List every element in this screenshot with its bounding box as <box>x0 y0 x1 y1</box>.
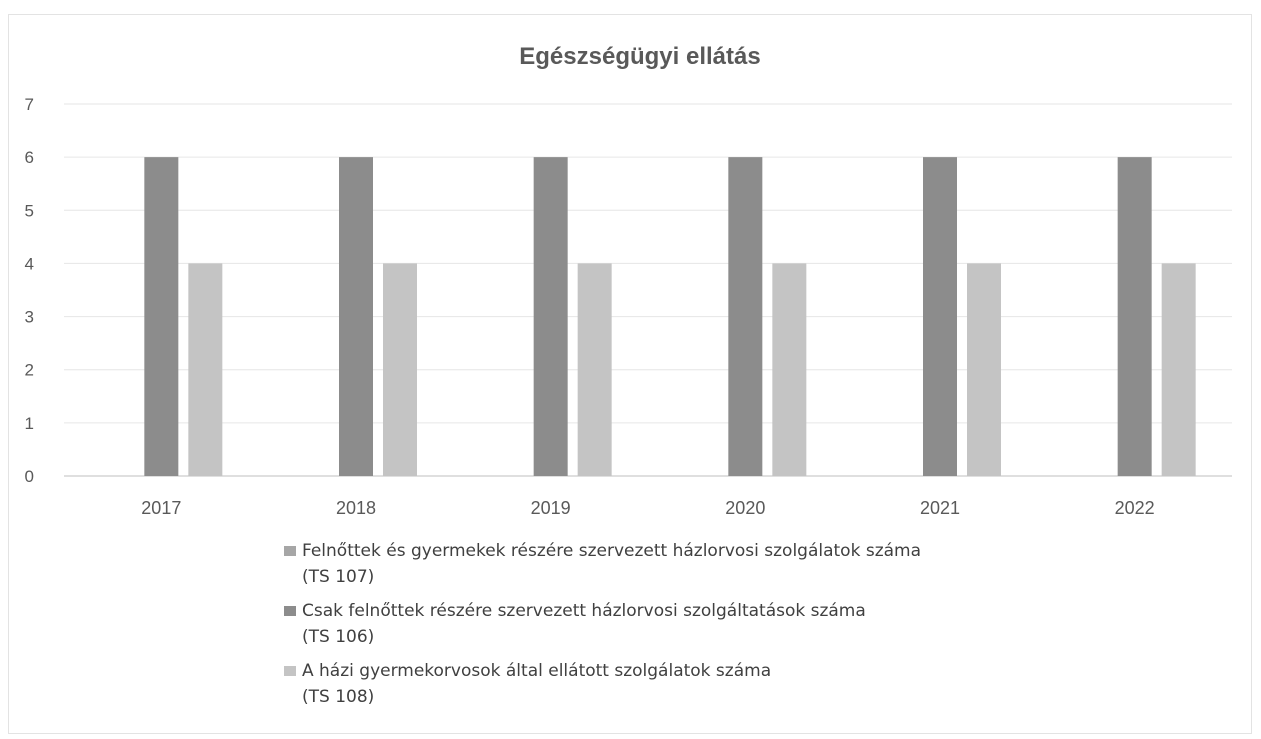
chart-title: Egészségügyi ellátás <box>519 43 760 70</box>
legend-code-ts107: (TS 107) <box>302 567 375 587</box>
y-tick-label: 0 <box>25 467 34 486</box>
y-tick-label: 6 <box>25 148 34 167</box>
bar-2017-series-2[interactable] <box>188 263 223 476</box>
y-tick-label: 7 <box>25 95 34 114</box>
y-axis-ticks: 0 1 2 3 4 5 6 7 <box>25 95 34 486</box>
bar-2019-series-2[interactable] <box>577 263 612 476</box>
y-tick-label: 5 <box>25 201 34 220</box>
legend-label-ts107: Felnőttek és gyermekek részére szervezet… <box>302 541 922 561</box>
legend-swatch-ts106 <box>284 606 296 616</box>
x-tick-label: 2018 <box>336 498 376 518</box>
x-tick-label: 2022 <box>1115 498 1155 518</box>
bar-2017-series-1[interactable] <box>144 157 179 476</box>
x-tick-label: 2021 <box>920 498 960 518</box>
legend-code-ts108: (TS 108) <box>302 687 375 707</box>
bar-2019-series-1[interactable] <box>533 157 568 476</box>
bar-2021-series-2[interactable] <box>967 263 1001 476</box>
bars <box>144 157 1196 476</box>
x-tick-label: 2019 <box>531 498 571 518</box>
x-axis-ticks: 2017 2018 2019 2020 2021 2022 <box>141 498 1154 518</box>
legend-item-ts107[interactable]: Felnőttek és gyermekek részére szervezet… <box>282 538 1142 590</box>
legend-item-ts106[interactable]: Csak felnőttek részére szervezett házlor… <box>282 598 1142 650</box>
legend-swatch-ts107 <box>284 546 296 556</box>
bar-2018-series-1[interactable] <box>339 157 373 476</box>
y-tick-label: 2 <box>25 361 34 380</box>
y-tick-label: 1 <box>25 414 34 433</box>
bar-2022-series-2[interactable] <box>1161 263 1196 476</box>
legend-label-ts106: Csak felnőttek részére szervezett házlor… <box>302 601 866 621</box>
gridlines <box>64 103 1232 477</box>
bar-2020-series-1[interactable] <box>728 157 763 476</box>
legend-label-ts108: A házi gyermekorvosok által ellátott szo… <box>302 661 772 681</box>
bar-2021-series-1[interactable] <box>923 157 957 476</box>
y-tick-label: 4 <box>25 254 34 273</box>
legend: Felnőttek és gyermekek részére szervezet… <box>282 538 1142 718</box>
x-tick-label: 2020 <box>725 498 765 518</box>
legend-code-ts106: (TS 106) <box>302 627 375 647</box>
legend-swatch-ts108 <box>284 666 296 676</box>
legend-item-ts108[interactable]: A házi gyermekorvosok által ellátott szo… <box>282 658 1142 710</box>
bar-2020-series-2[interactable] <box>772 263 807 476</box>
bar-2022-series-1[interactable] <box>1117 157 1152 476</box>
x-tick-label: 2017 <box>141 498 181 518</box>
bar-2018-series-2[interactable] <box>383 263 417 476</box>
y-tick-label: 3 <box>25 308 34 327</box>
